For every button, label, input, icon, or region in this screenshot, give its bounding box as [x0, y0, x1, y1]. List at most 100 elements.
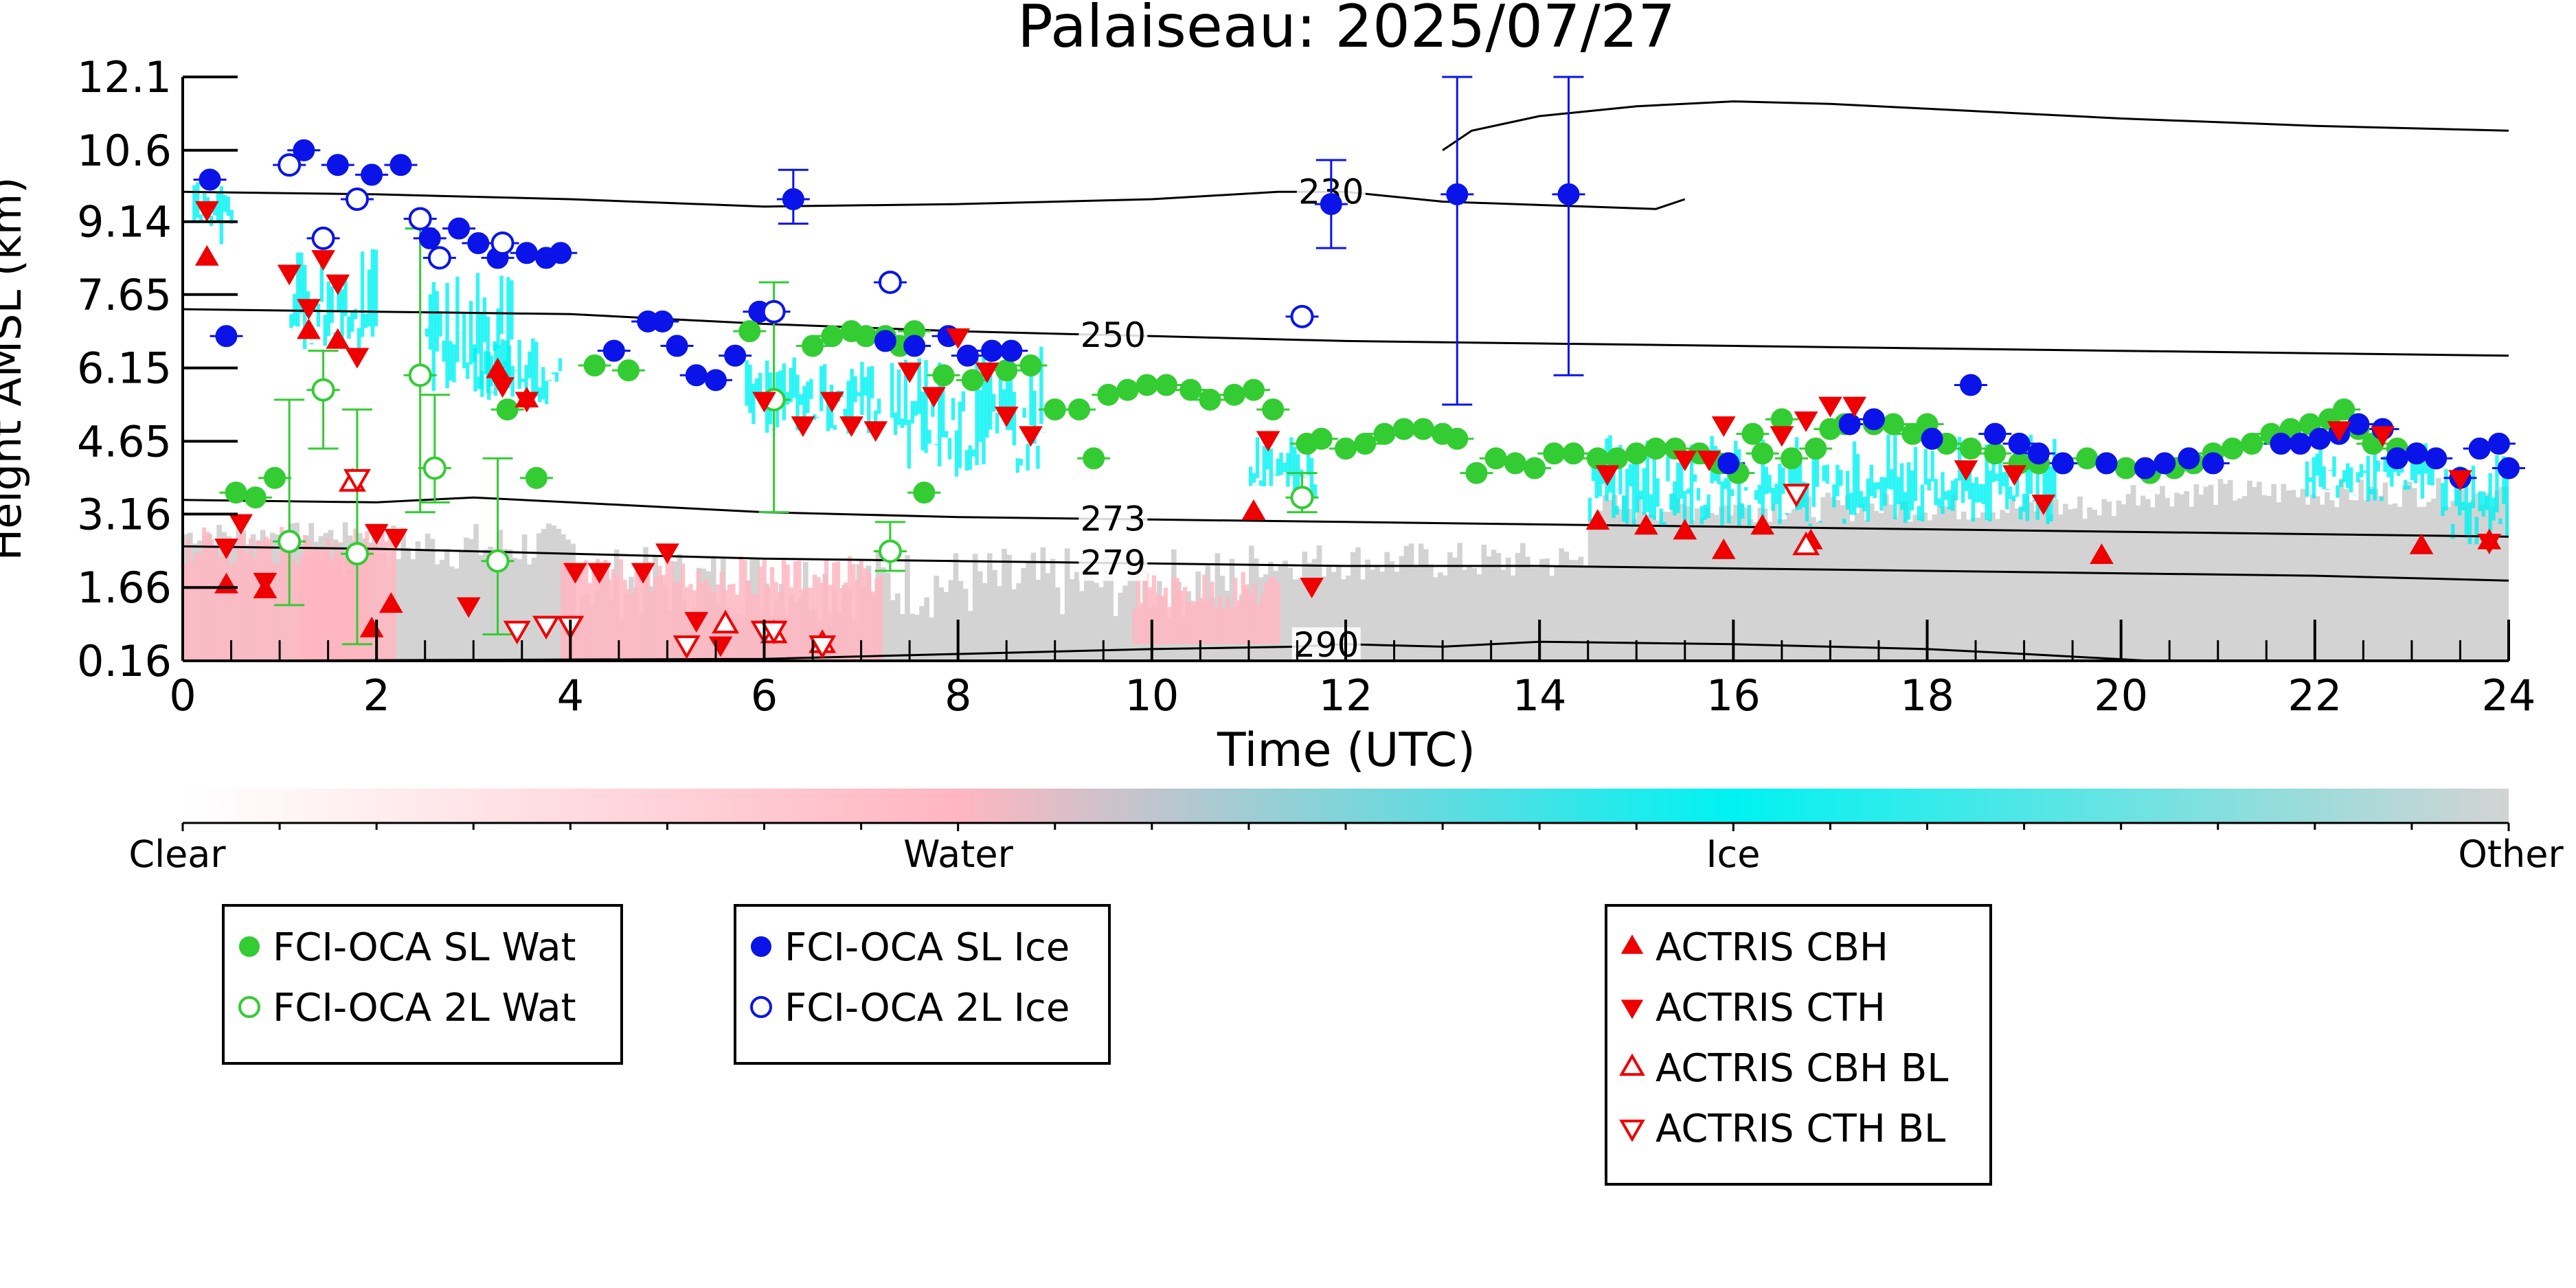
curtain-other-column [1908, 521, 1913, 661]
curtain-other-column [1884, 494, 1889, 661]
curtain-ice-column [296, 252, 300, 327]
curtain-other-column [2387, 504, 2393, 661]
curtain-ice-column [1283, 462, 1287, 473]
curtain-other-column [1321, 576, 1327, 661]
curtain-water-column [283, 539, 288, 661]
curtain-other-column [1335, 565, 1342, 661]
curtain-ice-column [1302, 477, 1307, 478]
curtain-other-column [454, 568, 460, 661]
curtain-ice-column [799, 394, 803, 405]
curtain-ice-column [964, 450, 969, 471]
point-fci-oca-sl-wat [1543, 442, 1566, 465]
curtain-other-column [2169, 506, 2175, 661]
curtain-ice-column [1628, 464, 1633, 486]
curtain-other-column [1467, 567, 1473, 661]
point-actris-cth [364, 523, 389, 545]
curtain-water-column [1272, 576, 1276, 644]
curtain-ice-column [528, 351, 532, 379]
curtain-other-column [1689, 520, 1695, 661]
curtain-ice-column [1893, 435, 1897, 520]
curtain-other-column [1476, 574, 1482, 661]
curtain-other-column [1757, 508, 1763, 661]
curtain-ice-column [792, 357, 796, 398]
curtain-other-column [2072, 508, 2078, 661]
curtain-ice-column [1730, 489, 1735, 497]
curtain-ice-column [2308, 477, 2313, 482]
curtain-water-column [591, 563, 596, 661]
curtain-water-column [1175, 578, 1179, 644]
curtain-ice-column [1686, 488, 1691, 494]
curtain-other-column [2358, 479, 2364, 661]
curtain-other-column [1403, 545, 1410, 661]
x-tick-label: 8 [945, 670, 971, 721]
point-fci-oca-sl-wat [913, 482, 936, 504]
curtain-ice-column [1974, 477, 1979, 503]
curtain-ice-column [541, 367, 545, 400]
isotherm-273 [183, 496, 2509, 538]
curtain-ice-column [480, 371, 484, 397]
curtain-water-column [661, 575, 666, 661]
curtain-other-column [1583, 565, 1589, 661]
curtain-other-column [1936, 507, 1943, 661]
curtain-water-column [260, 542, 265, 661]
point-actris-cth [1842, 396, 1867, 418]
point-fci-oca-2l-wat [345, 542, 369, 566]
point-actris-cth-bl [673, 635, 701, 659]
curtain-water-column [870, 591, 875, 661]
curtain-ice-column [465, 362, 470, 379]
curtain-other-column [2033, 511, 2040, 661]
curtain-ice-column [538, 387, 542, 403]
curtain-ice-column [1669, 493, 1673, 510]
curtain-other-column [400, 528, 407, 661]
curtain-ice-column [1635, 452, 1640, 513]
curtain-other-column [1525, 556, 1530, 661]
point-actris-cth [1954, 460, 1978, 482]
curtain-ice-column [1682, 490, 1687, 522]
curtain-other-column [2077, 496, 2083, 661]
point-fci-oca-sl-ice [1320, 193, 1342, 216]
curtain-other-column [420, 551, 426, 661]
curtain-ice-column [306, 291, 310, 301]
point-fci-oca-sl-wat [1562, 442, 1585, 465]
curtain-other-column [1519, 543, 1526, 661]
curtain-ice-column [1612, 463, 1616, 519]
curtain-ice-column [431, 282, 436, 392]
curtain-other-column [1375, 567, 1380, 661]
curtain-ice-column [951, 398, 956, 420]
curtain-ice-column [975, 359, 979, 466]
curtain-water-column [781, 560, 787, 661]
curtain-ice-column [1957, 437, 1962, 481]
curtain-water-column [1276, 582, 1280, 644]
point-fci-oca-sl-ice [1959, 374, 1982, 396]
point-fci-oca-sl-wat [1882, 413, 1905, 436]
curtain-ice-column [1869, 464, 1873, 497]
curtain-other-column [1990, 512, 1996, 661]
curtain-water-column [1256, 605, 1261, 644]
curtain-ice-column [354, 308, 358, 319]
curtain-other-column [1791, 509, 1797, 661]
curtain-other-column [2165, 497, 2170, 661]
curtain-ice-column [510, 280, 514, 339]
curtain-ice-column [1645, 440, 1650, 512]
curtain-ice-column [1265, 447, 1270, 470]
curtain-ice-column [1886, 434, 1890, 489]
point-actris-cth [2477, 533, 2502, 554]
curtain-other-column [2082, 519, 2088, 661]
curtain-ice-column [2355, 472, 2360, 483]
curtain-water-column [712, 591, 716, 661]
point-fci-oca-sl-ice [2289, 432, 2312, 455]
curtain-other-column [2193, 484, 2200, 661]
curtain-other-column [1432, 577, 1438, 661]
curtain-ice-column [2329, 469, 2333, 471]
point-actris-cth [1770, 426, 1794, 447]
curtain-water-column [801, 589, 806, 661]
curtain-other-column [1452, 557, 1458, 661]
curtain-ice-column [2471, 465, 2476, 508]
curtain-other-column [1307, 563, 1313, 661]
curtain-other-column [1486, 556, 1492, 661]
curtain-ice-column [229, 210, 234, 224]
curtain-other-column [2009, 497, 2015, 661]
legend-marker-actris-cth-bl [1619, 1119, 1645, 1142]
curtain-ice-column [514, 370, 518, 371]
curtain-water-column [186, 539, 191, 661]
